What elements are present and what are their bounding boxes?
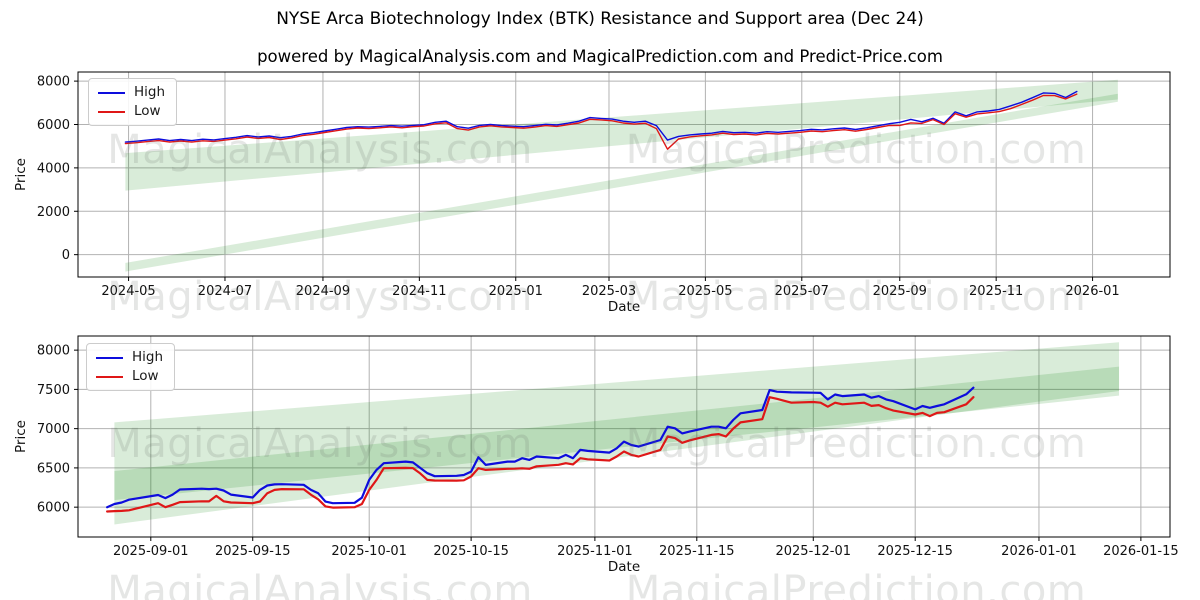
detail-x-tick-label: 2025-10-01 (331, 544, 407, 559)
overview-x-axis-label: Date (608, 299, 640, 315)
legend-label: Low (134, 103, 161, 119)
overview-x-tick-label: 2025-03 (582, 284, 636, 299)
overview-x-tick-label: 2025-09 (873, 284, 927, 299)
overview-legend-item-high: High (98, 85, 165, 100)
overview-y-axis-label: Price (13, 158, 29, 191)
detail-x-tick-label: 2026-01-01 (1001, 544, 1077, 559)
legend-label: Low (132, 368, 159, 384)
high-line-swatch (96, 356, 123, 359)
low-line-swatch (96, 375, 123, 378)
overview-high-line (124, 90, 1078, 143)
overview-low-line (124, 93, 1078, 150)
overview-x-tick-label: 2026-01 (1065, 284, 1119, 299)
figure-subtitle: powered by MagicalAnalysis.com and Magic… (257, 47, 943, 66)
detail-low-line (105, 396, 975, 513)
overview-resistance-area-band (125, 79, 1118, 191)
overview-x-tick-label: 2025-11 (969, 284, 1023, 299)
detail-legend: High Low (86, 343, 176, 391)
detail-x-tick-label: 2025-12-01 (775, 544, 851, 559)
overview-legend: High Low (88, 78, 178, 126)
overview-y-tick-label: 4000 (37, 161, 70, 176)
legend-label: High (132, 349, 164, 365)
high-line-swatch (98, 91, 125, 94)
detail-x-axis-label: Date (608, 559, 640, 575)
detail-x-tick-label: 2025-11-15 (659, 544, 735, 559)
detail-y-axis-label: Price (13, 420, 29, 453)
detail-y-tick-label: 6500 (37, 461, 70, 476)
detail-axes-border (77, 335, 1171, 538)
detail-support-area-band (114, 366, 1120, 501)
detail-y-tick-label: 7000 (37, 422, 70, 437)
detail-y-tick-label: 8000 (37, 344, 70, 359)
overview-x-tick-label: 2025-05 (678, 284, 732, 299)
overview-support-area-band (125, 93, 1118, 272)
overview-x-tick-label: 2024-09 (296, 284, 350, 299)
detail-x-tick-label: 2025-11-01 (557, 544, 633, 559)
detail-y-tick-label: 6000 (37, 501, 70, 516)
detail-legend-item-low: Low (96, 369, 163, 384)
low-line-swatch (98, 110, 125, 113)
detail-plot-background (78, 336, 1170, 537)
overview-y-tick-label: 2000 (37, 205, 70, 220)
detail-x-tick-label: 2025-12-15 (877, 544, 953, 559)
overview-x-tick-label: 2025-07 (775, 284, 829, 299)
overview-legend-item-low: Low (98, 104, 165, 119)
detail-resistance-area-band (114, 342, 1120, 525)
detail-y-tick-label: 7500 (37, 383, 70, 398)
detail-legend-item-high: High (96, 350, 163, 365)
overview-axes-border (77, 71, 1171, 278)
detail-x-tick-label: 2025-09-15 (215, 544, 291, 559)
overview-y-tick-label: 6000 (37, 118, 70, 133)
detail-high-line (105, 386, 975, 509)
overview-y-tick-label: 0 (62, 248, 70, 263)
detail-x-tick-label: 2025-09-01 (113, 544, 189, 559)
overview-plot-background (78, 72, 1170, 277)
overview-x-tick-label: 2025-01 (489, 284, 543, 299)
legend-label: High (134, 84, 166, 100)
figure-title: NYSE Arca Biotechnology Index (BTK) Resi… (276, 9, 924, 29)
overview-x-tick-label: 2024-07 (198, 284, 252, 299)
detail-x-tick-label: 2025-10-15 (433, 544, 509, 559)
overview-x-tick-label: 2024-05 (101, 284, 155, 299)
overview-y-tick-label: 8000 (37, 75, 70, 90)
detail-x-tick-label: 2026-01-15 (1103, 544, 1179, 559)
overview-x-tick-label: 2024-11 (392, 284, 446, 299)
